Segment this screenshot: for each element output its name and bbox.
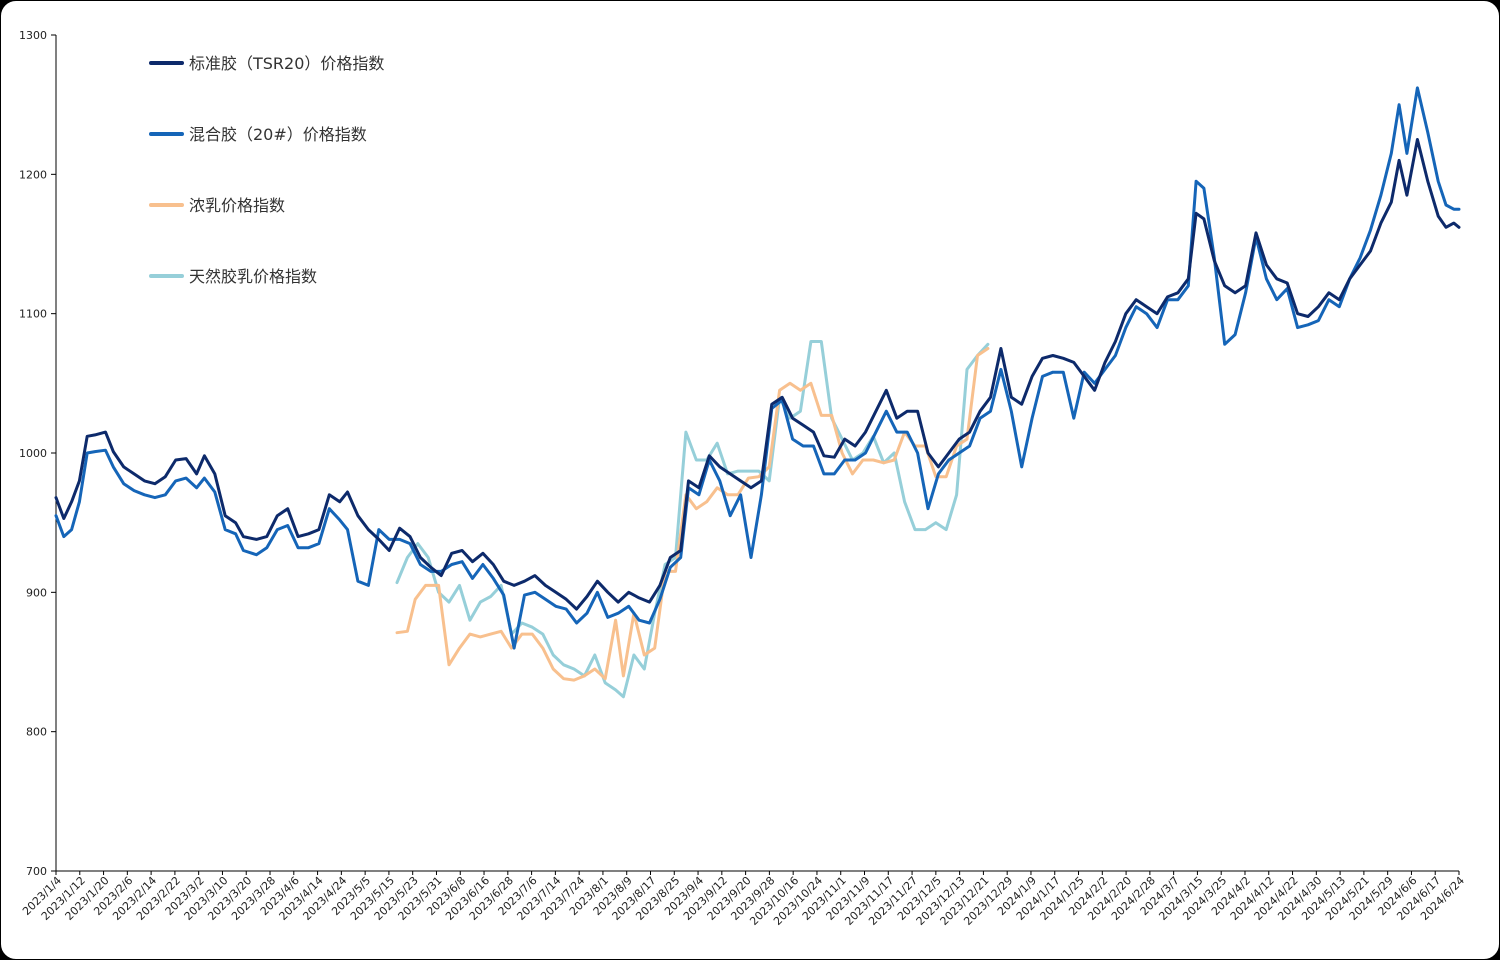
series-line-2 [395, 347, 990, 682]
y-tick-label: 1100 [19, 308, 47, 321]
y-tick-label: 1000 [19, 447, 47, 460]
legend-label-3: 天然胶乳价格指数 [189, 267, 317, 286]
y-tick-label: 900 [26, 586, 47, 599]
series-layer [54, 86, 1461, 699]
legend-label-2: 浓乳价格指数 [189, 196, 285, 215]
y-tick-label: 700 [26, 865, 47, 878]
y-tick-label: 800 [26, 726, 47, 739]
legend-label-0: 标准胶（TSR20）价格指数 [189, 54, 384, 73]
x-axis: 2023/1/42023/1/122023/1/202023/2/62023/2… [20, 870, 1467, 928]
series-line-1 [54, 86, 1461, 650]
series-line-3 [395, 340, 990, 699]
y-tick-label: 1200 [19, 168, 47, 181]
y-tick-label: 1300 [19, 29, 47, 42]
y-axis: 700 800 900 1000 1100 1200 1300 [19, 29, 57, 878]
legend-label-1: 混合胶（20#）价格指数 [189, 125, 367, 144]
series-line-0 [54, 138, 1461, 611]
